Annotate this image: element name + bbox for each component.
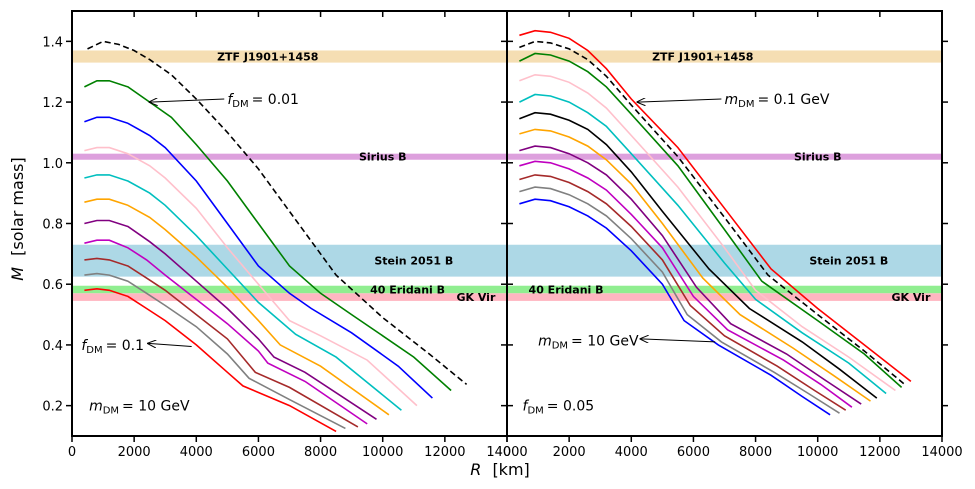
- x-tick-label: 10000: [362, 445, 403, 460]
- line-series-purple: [84, 219, 377, 420]
- x-tick-label: 4000: [615, 445, 648, 460]
- panel-right: ZTF J1901+1458 Sirius B Stein 2051 B 40 Eri…: [501, 10, 963, 460]
- band-ztf-j1901-1458: [507, 50, 942, 63]
- line-series-magenta: [84, 239, 368, 425]
- line-series-purple: [519, 145, 862, 405]
- y-tick-label: 1.0: [42, 157, 63, 172]
- mdm-annotation-right: mDM = 0.1 GeV: [725, 92, 830, 110]
- x-tick-label: 12000: [424, 445, 465, 460]
- x-axis-label-unit: [km]: [492, 460, 529, 479]
- mdm-annotation: mDM = 10 GeV: [89, 399, 190, 417]
- panel-left: ZTF J1901+1458 Sirius B Stein 2051 B 40 Eri…: [42, 10, 528, 460]
- line-series-orange: [84, 198, 390, 416]
- y-tick-label: 1.4: [42, 35, 63, 50]
- x-tick-label: 0: [503, 445, 511, 460]
- y-axis-label-unit: [solar mass]: [8, 157, 27, 256]
- mdm-annotation-low: mDM = 10 GeV: [538, 333, 639, 351]
- y-tick-label: 0.4: [42, 339, 63, 354]
- x-axis-label-var: R: [470, 460, 481, 479]
- line-series-cyan: [84, 174, 402, 411]
- band-sirius-b: [72, 153, 507, 160]
- band-label: Stein 2051 B: [809, 255, 888, 268]
- band-label: Sirius B: [359, 151, 406, 164]
- y-tick-label: 0.8: [42, 218, 63, 233]
- line-series-brown: [84, 257, 359, 428]
- x-tick-label: 12000: [859, 445, 900, 460]
- line-series-gray: [84, 272, 346, 430]
- band-stein-2051-b: [507, 244, 942, 277]
- band-label: ZTF J1901+1458: [217, 51, 318, 64]
- band-label: 40 Eridani B: [529, 284, 604, 297]
- x-tick-label: 14000: [486, 445, 527, 460]
- band-label: ZTF J1901+1458: [652, 51, 753, 64]
- line-series-pink: [84, 146, 418, 407]
- fdm-annotation-right: fDM = 0.05: [523, 399, 595, 417]
- band-40-eridani-b: [72, 285, 507, 294]
- band-label: GK Vir: [456, 291, 495, 304]
- line-series-red: [519, 29, 912, 383]
- x-axis-label: R [km]: [470, 460, 530, 479]
- band-gk-vir: [507, 293, 942, 301]
- band-label: 40 Eridani B: [370, 284, 445, 297]
- x-tick-label: 0: [68, 445, 76, 460]
- annotation-arrow: [638, 99, 722, 102]
- annotation-arrow: [150, 99, 225, 102]
- annotation-arrow: [148, 343, 192, 346]
- band-ztf-j1901-1458: [72, 50, 507, 63]
- band-gk-vir: [72, 293, 507, 301]
- fdm-annotation-low: fDM = 0.1: [81, 338, 144, 356]
- line-series-blue: [84, 116, 433, 399]
- plot-frame: [71, 10, 508, 437]
- line-series-gray: [519, 186, 840, 414]
- band-label: Stein 2051 B: [374, 255, 453, 268]
- line-baseline: [519, 40, 906, 386]
- band-sirius-b: [507, 153, 942, 160]
- annotation-arrow: [641, 339, 716, 342]
- line-series-green: [519, 52, 903, 388]
- y-tick-label: 0.6: [42, 278, 63, 293]
- line-series-pink: [519, 73, 896, 392]
- y-tick-label: 0.2: [42, 400, 63, 415]
- line-series-blue: [519, 198, 831, 416]
- x-tick-label: 6000: [677, 445, 710, 460]
- line-series-brown: [519, 174, 847, 411]
- y-axis-label-var: M: [8, 267, 27, 281]
- band-40-eridani-b: [507, 285, 942, 294]
- x-tick-label: 2000: [553, 445, 586, 460]
- x-tick-label: 2000: [118, 445, 151, 460]
- x-tick-label: 8000: [739, 445, 772, 460]
- x-tick-label: 10000: [797, 445, 838, 460]
- line-series-red: [84, 287, 337, 433]
- line-series-green: [84, 80, 452, 392]
- band-label: Sirius B: [794, 151, 841, 164]
- x-tick-label: 14000: [921, 445, 962, 460]
- band-label: GK Vir: [891, 291, 930, 304]
- y-axis-label: M [solar mass]: [8, 157, 27, 281]
- band-stein-2051-b: [72, 244, 507, 277]
- line-series-orange: [519, 128, 871, 402]
- line-series-cyan: [519, 93, 887, 395]
- fdm-annotation: fDM = 0.01: [227, 92, 299, 110]
- x-tick-label: 4000: [180, 445, 213, 460]
- x-tick-label: 8000: [304, 445, 337, 460]
- line-series-magenta: [519, 160, 853, 408]
- line-series-black: [519, 111, 878, 399]
- plot-frame: [506, 10, 943, 437]
- y-tick-label: 1.2: [42, 96, 63, 111]
- x-tick-label: 6000: [242, 445, 275, 460]
